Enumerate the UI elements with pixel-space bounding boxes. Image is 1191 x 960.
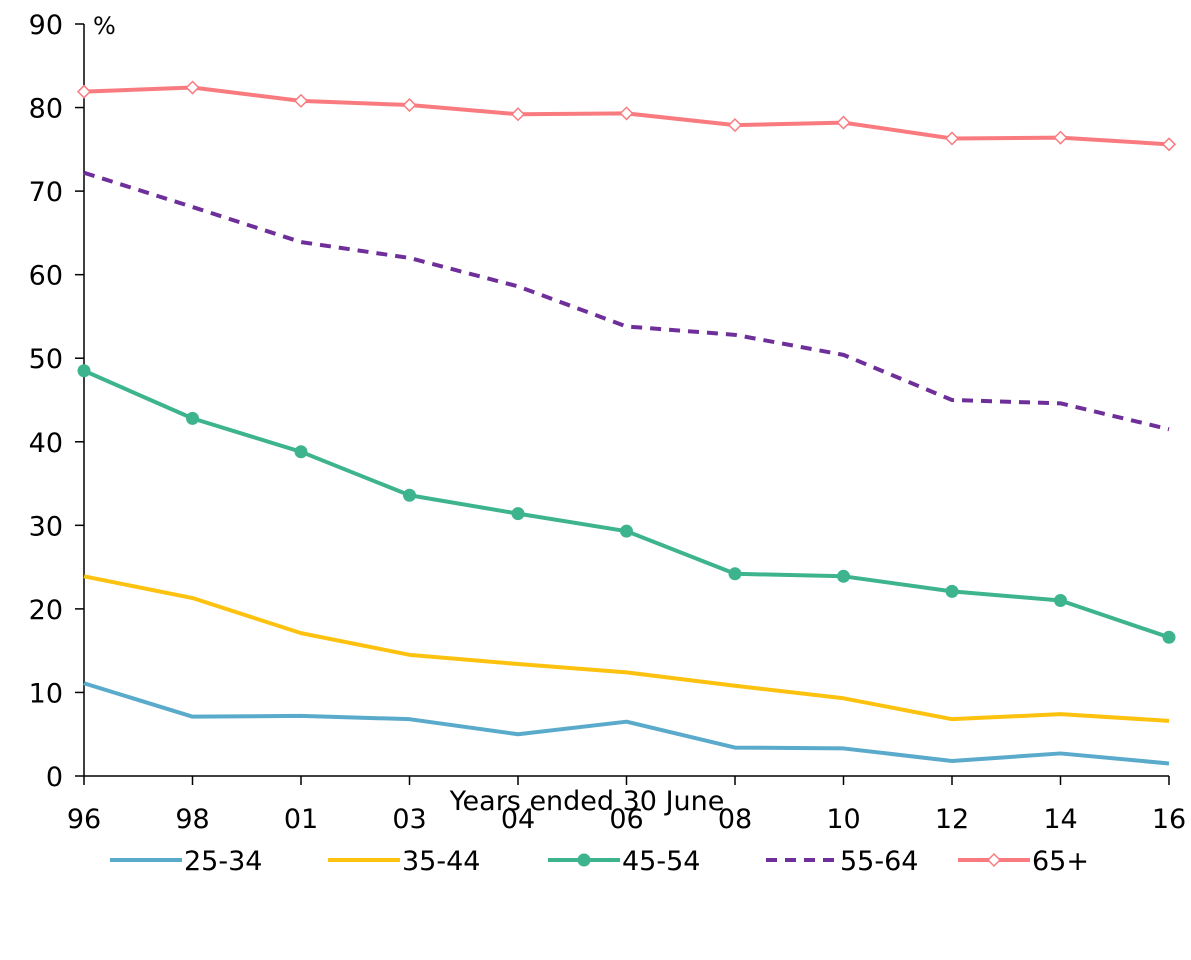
data-point (403, 488, 416, 502)
data-point (837, 569, 850, 583)
y-tick-label: 90 (29, 10, 63, 41)
y-tick-label: 30 (29, 511, 63, 542)
data-point (619, 106, 634, 121)
legend-label: 45-54 (622, 846, 700, 877)
data-point (727, 118, 743, 133)
y-axis-unit-label: % (93, 12, 116, 40)
series-line-55-64 (83, 170, 1170, 432)
data-point (728, 567, 742, 581)
legend-label: 65+ (1032, 846, 1089, 877)
y-tick-label: 50 (29, 344, 63, 375)
y-tick-label: 10 (29, 678, 63, 709)
x-tick-label: 98 (175, 804, 209, 835)
series-layer (76, 80, 1177, 766)
x-tick-label: 01 (284, 804, 318, 835)
data-point (186, 411, 199, 425)
legend-label: 25-34 (184, 846, 262, 877)
x-tick-label: 14 (1043, 804, 1077, 835)
data-point (185, 80, 200, 95)
x-tick-label: 12 (935, 804, 969, 835)
x-tick-label: 06 (609, 804, 643, 835)
series-55-64 (83, 170, 1170, 432)
y-tick-label: 40 (29, 428, 63, 459)
data-point (1053, 130, 1068, 145)
series-line-35-44 (83, 574, 1170, 723)
legend-label: 55-64 (840, 846, 918, 877)
series-line-45-54 (83, 368, 1170, 640)
x-tick-label: 16 (1152, 804, 1186, 835)
y-ticks: 0 10 20 30 40 50 60 70 80 90 (29, 10, 84, 793)
y-tick-label: 20 (29, 595, 63, 626)
series-45-54 (77, 364, 1176, 644)
data-point (293, 93, 309, 108)
legend-item-25-34: 25-34 (110, 846, 262, 877)
data-point (402, 97, 417, 113)
x-ticks: 96 98 01 03 04 06 08 10 12 14 16 (67, 776, 1186, 835)
x-tick-label: 03 (392, 804, 426, 835)
data-point (510, 107, 526, 122)
x-tick-label: 04 (501, 804, 535, 835)
x-tick-label: 96 (67, 804, 101, 835)
data-point (77, 364, 91, 378)
legend-marker (577, 853, 591, 867)
data-point (1162, 630, 1176, 644)
data-point (1161, 137, 1177, 152)
x-axis-title: Years ended 30 June (449, 786, 725, 817)
legend-item-35-44: 35-44 (328, 846, 480, 877)
legend-item-45-54: 45-54 (548, 846, 700, 877)
y-tick-label: 80 (29, 94, 63, 125)
data-point (944, 131, 960, 146)
data-point (511, 507, 525, 521)
data-point (620, 524, 633, 538)
data-point (76, 84, 92, 99)
y-tick-label: 70 (29, 177, 63, 208)
data-point (1054, 594, 1067, 608)
legend-marker (986, 852, 1002, 868)
series-35-44 (83, 574, 1170, 723)
legend-item-65-: 65+ (958, 846, 1089, 877)
legend-item-55-64: 55-64 (766, 846, 918, 877)
data-point (294, 445, 308, 459)
series-25-34 (83, 681, 1170, 766)
data-point (836, 115, 851, 130)
y-tick-label: 0 (46, 762, 63, 793)
data-point (945, 584, 959, 598)
legend-label: 35-44 (402, 846, 480, 877)
x-tick-label: 10 (826, 804, 860, 835)
series-65- (76, 80, 1177, 152)
y-tick-label: 60 (29, 261, 63, 292)
series-line-25-34 (83, 681, 1170, 766)
x-tick-label: 08 (718, 804, 752, 835)
legend: 25-34 35-44 45-54 55-64 65+ (110, 846, 1089, 877)
